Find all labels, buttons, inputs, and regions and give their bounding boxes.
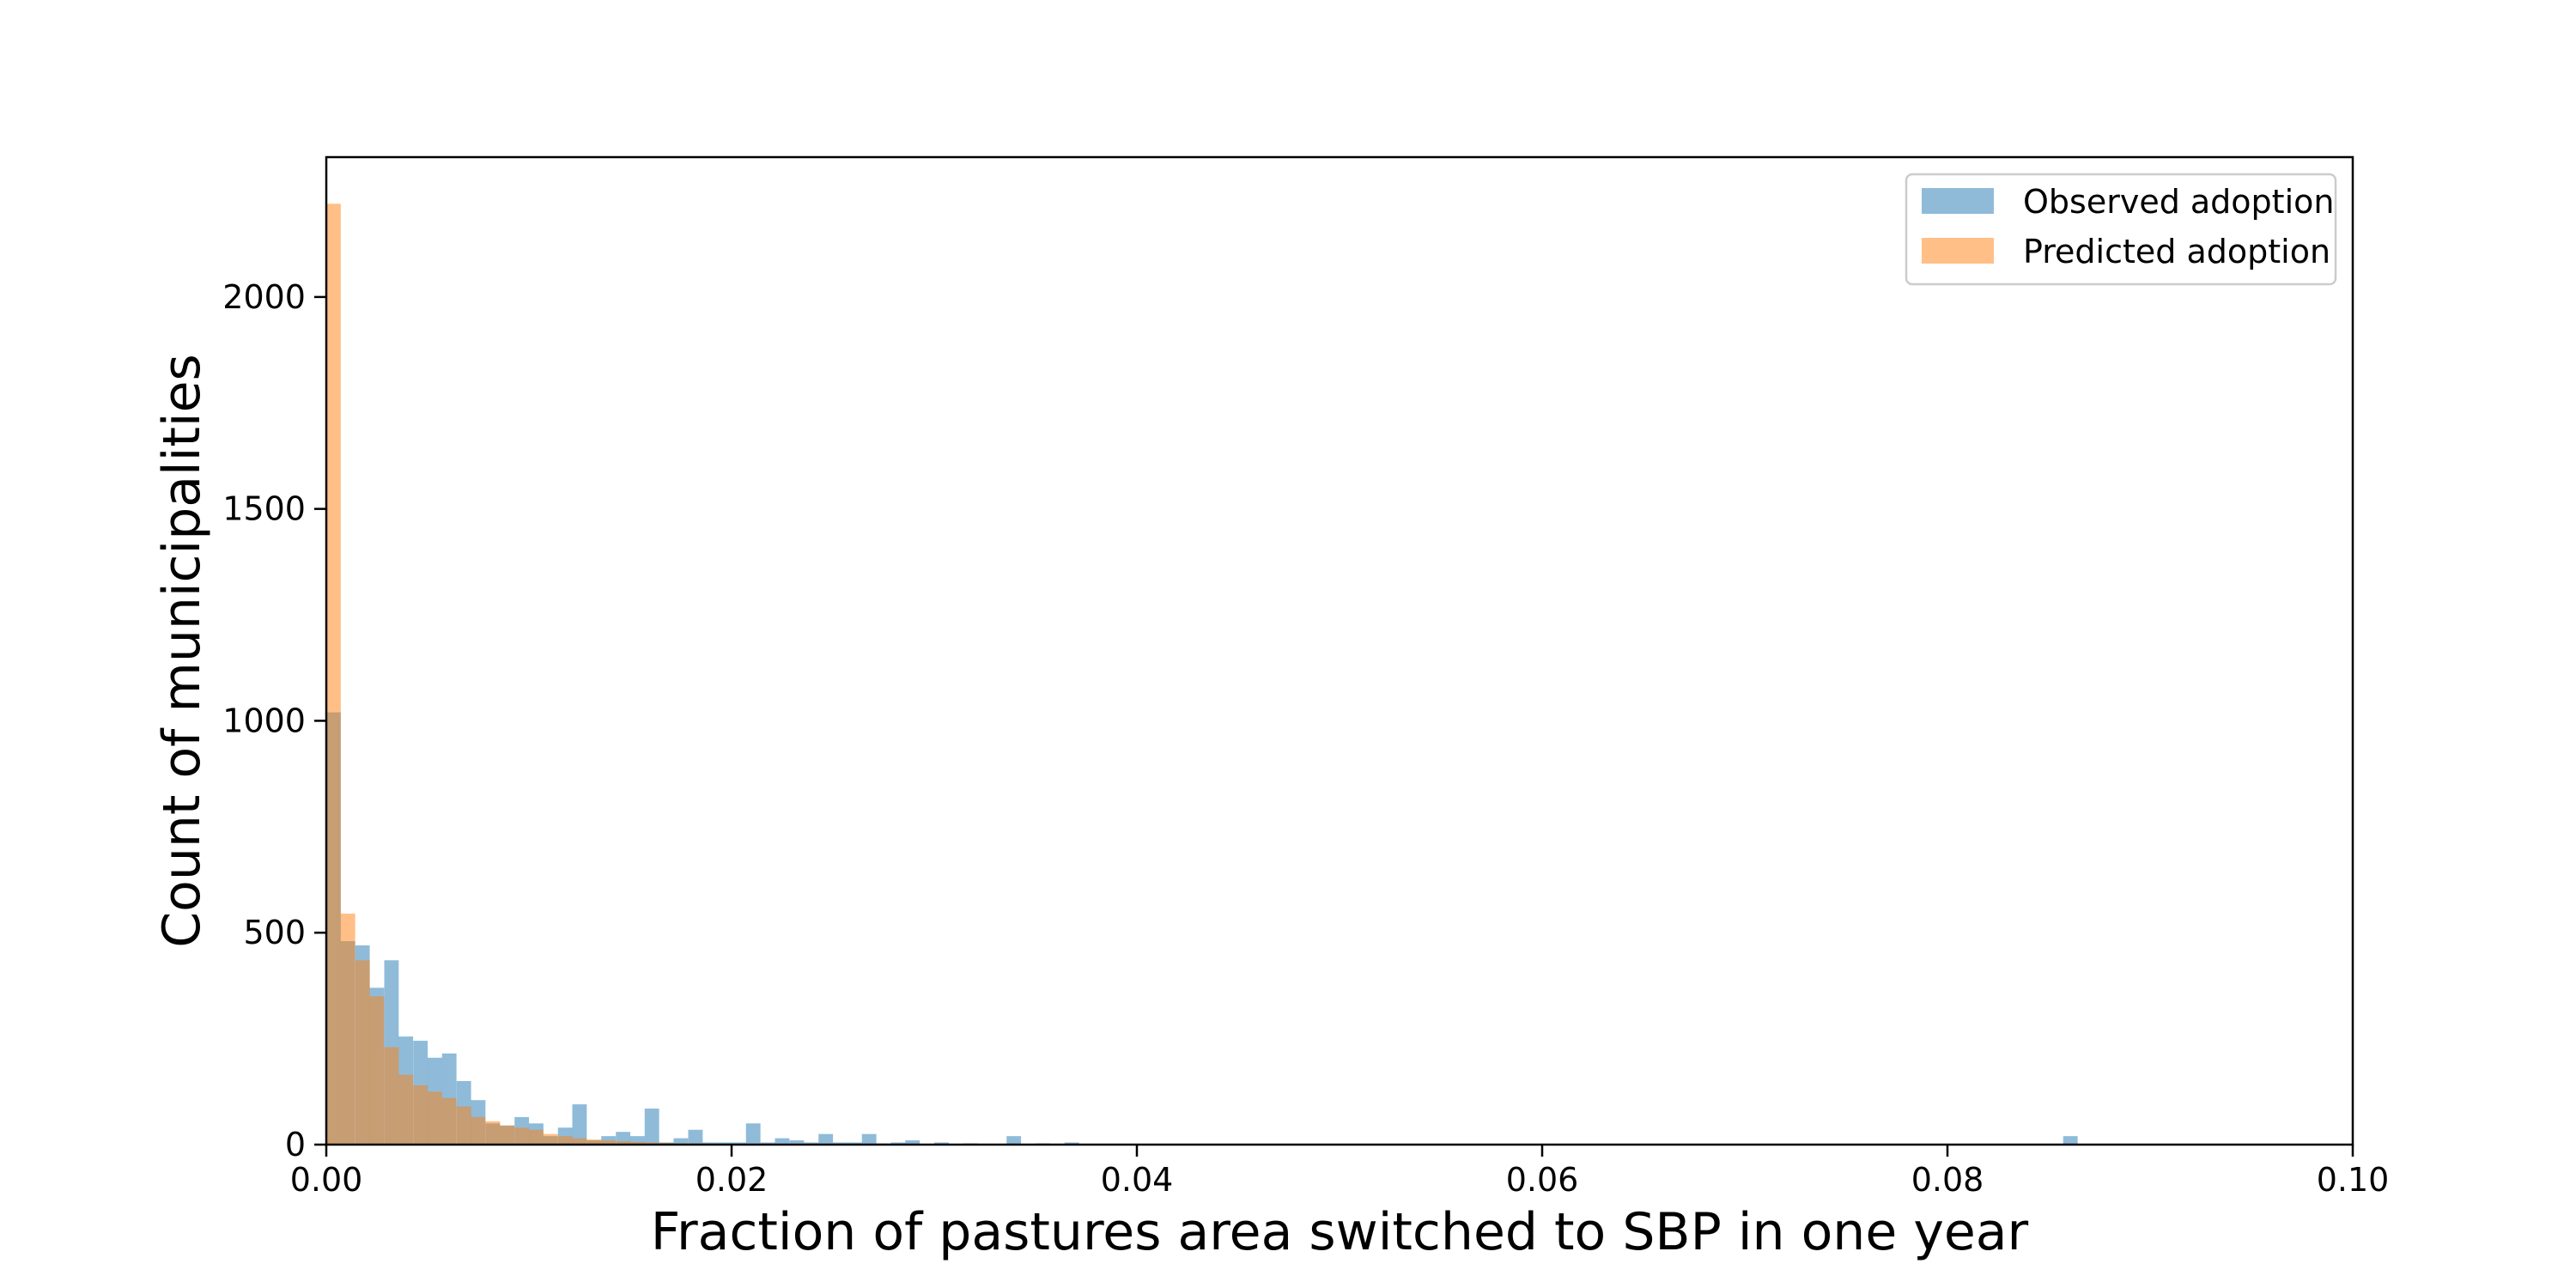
histogram-bar: [644, 1109, 659, 1145]
histogram-bar: [456, 1106, 471, 1145]
histogram-bar: [586, 1139, 602, 1145]
histogram-bar: [572, 1138, 587, 1145]
histogram-bar: [355, 960, 370, 1145]
x-axis: 0.00 0.02 0.04 0.06 0.08 0.10: [290, 1145, 2390, 1199]
histogram-bar: [514, 1127, 530, 1145]
histogram-bar: [384, 1047, 399, 1145]
histogram-bar: [616, 1141, 631, 1145]
histogram-bar: [398, 1074, 414, 1145]
y-tick-label: 0: [285, 1126, 306, 1163]
histogram-bar: [572, 1104, 587, 1145]
y-tick-label: 2000: [222, 278, 306, 316]
histogram-bar: [601, 1140, 617, 1145]
histogram-bar: [413, 1084, 428, 1145]
histogram-bar: [789, 1140, 805, 1145]
histogram-bar: [557, 1136, 573, 1145]
histogram-bar: [861, 1133, 877, 1145]
x-tick-label: 0.06: [1506, 1161, 1579, 1199]
x-tick-label: 0.02: [696, 1161, 769, 1199]
histogram-bar: [471, 1116, 486, 1145]
histogram-bar: [326, 204, 341, 1145]
histogram-bar: [428, 1091, 442, 1145]
y-tick-label: 500: [243, 914, 306, 951]
histogram-bar: [745, 1123, 761, 1145]
legend-label-predicted: Predicted adoption: [2023, 233, 2330, 270]
y-tick-label: 1500: [222, 490, 306, 528]
histogram-bar: [630, 1136, 645, 1145]
x-tick-label: 0.00: [290, 1161, 363, 1199]
series-predicted: [326, 204, 805, 1145]
x-tick-label: 0.10: [2317, 1161, 2390, 1199]
histogram-bar: [905, 1140, 920, 1145]
histogram-bar: [340, 914, 355, 1145]
histogram-bar: [775, 1138, 790, 1145]
x-tick-label: 0.08: [1911, 1161, 1984, 1199]
histogram-bar: [369, 996, 385, 1145]
histogram-bar: [818, 1133, 834, 1145]
y-axis-label: Count of municipalities: [152, 354, 212, 948]
histogram-bar: [630, 1142, 645, 1145]
histogram-bar: [688, 1129, 703, 1145]
y-axis: 0 500 1000 1500 2000: [222, 278, 326, 1163]
x-axis-label: Fraction of pastures area switched to SB…: [651, 1202, 2029, 1262]
bars-layer: [326, 204, 2078, 1145]
histogram-bar: [441, 1097, 457, 1145]
legend: Observed adoption Predicted adoption: [1905, 173, 2337, 286]
histogram-bar: [2063, 1136, 2078, 1145]
legend-label-observed: Observed adoption: [2023, 183, 2334, 221]
histogram-bar: [543, 1133, 558, 1145]
histogram-bar: [500, 1125, 515, 1145]
plot-frame: [325, 155, 2354, 1146]
histogram-bar: [529, 1129, 544, 1145]
histogram-bar: [673, 1138, 689, 1145]
histogram-bar: [1006, 1136, 1022, 1145]
legend-box: [1905, 173, 2337, 286]
histogram-bar: [485, 1121, 501, 1145]
y-tick-label: 1000: [222, 702, 306, 739]
x-tick-label: 0.04: [1101, 1161, 1174, 1199]
legend-swatch-observed: [1922, 188, 1994, 214]
legend-swatch-predicted: [1922, 238, 1994, 264]
